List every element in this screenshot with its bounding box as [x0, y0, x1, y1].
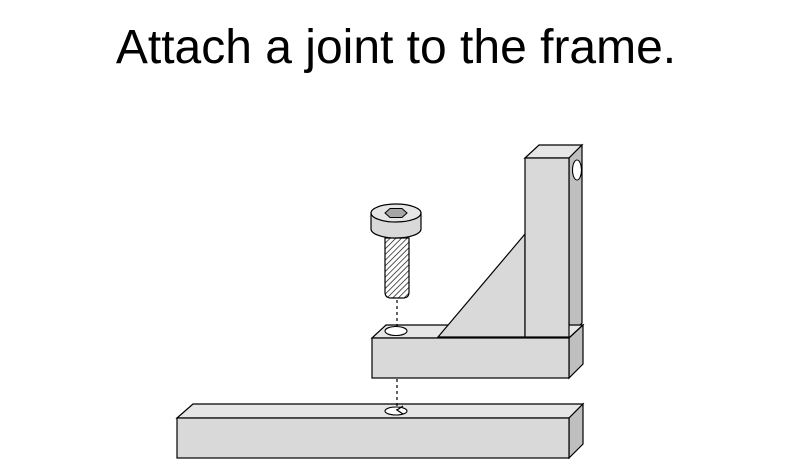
hex-socket-cap-screw-icon: [370, 203, 422, 299]
frame-bar-front-face: [176, 417, 570, 459]
joint-pin-hole-icon: [571, 159, 583, 181]
joint-base-front-face: [371, 337, 570, 379]
frame-hole-icon: [384, 406, 408, 416]
joint-bracket: [370, 143, 585, 380]
hex-socket-icon: [384, 208, 408, 218]
joint-gusset: [436, 232, 526, 338]
frame-bar-top-face: [175, 403, 585, 419]
slide-title: Attach a joint to the frame.: [115, 21, 677, 74]
joint-bolt-hole-icon: [384, 325, 408, 337]
frame-bar: [175, 402, 585, 459]
joint-post-front-face: [524, 157, 570, 338]
screw-shank: [384, 237, 410, 299]
